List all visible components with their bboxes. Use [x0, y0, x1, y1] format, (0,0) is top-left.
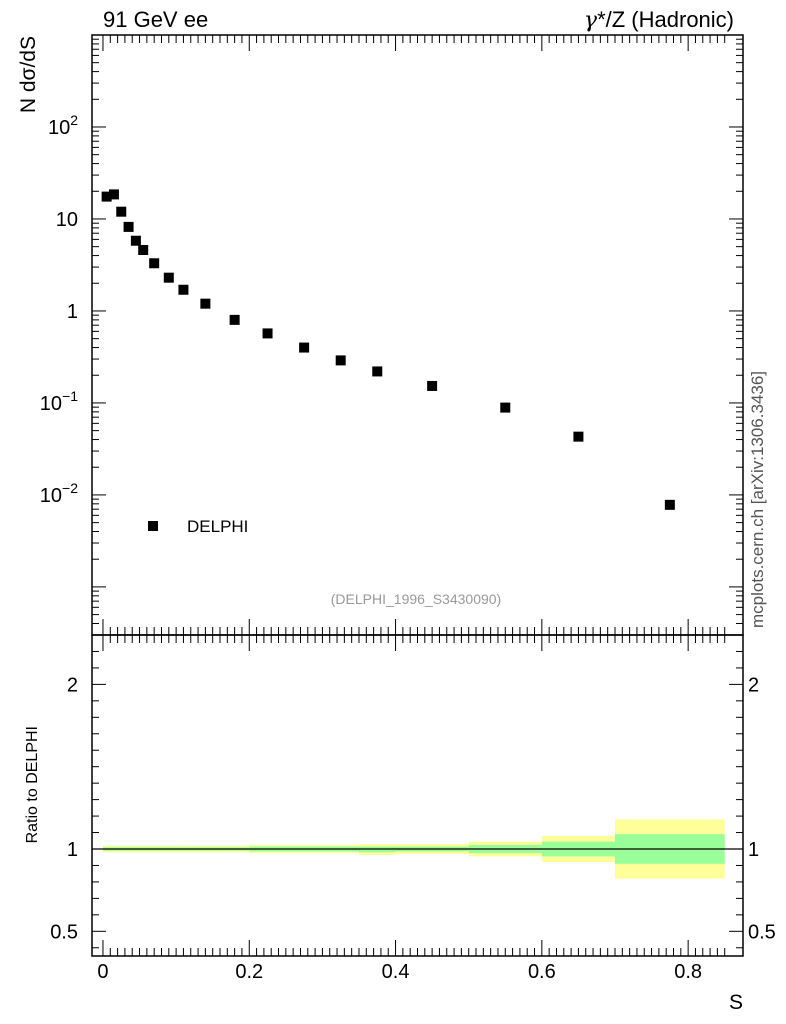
- data-point: [178, 284, 189, 295]
- data-point: [262, 328, 273, 339]
- legend-label: DELPHI: [187, 517, 248, 536]
- data-point: [335, 355, 346, 366]
- header-left: 91 GeV ee: [103, 7, 209, 32]
- data-point: [229, 314, 240, 325]
- x-tick-label: 0.4: [382, 961, 410, 983]
- data-point: [163, 272, 174, 283]
- ratio-tick-label-left: 2: [67, 674, 78, 696]
- data-point: [108, 189, 119, 200]
- x-tick-label: 0.8: [674, 961, 702, 983]
- data-point: [123, 221, 134, 232]
- ratio-tick-label-left: 1: [67, 839, 78, 861]
- ratio-tick-label-right: 2: [748, 674, 759, 696]
- y-tick-label: 10: [56, 209, 78, 231]
- header-right: γ*/Z (Hadronic): [584, 7, 734, 33]
- ratio-axis-label: Ratio to DELPHI: [24, 726, 41, 843]
- data-point: [130, 235, 141, 246]
- y-tick-label: 1: [67, 301, 78, 323]
- x-axis-label: S: [729, 991, 743, 1014]
- ratio-tick-label-right: 1: [748, 839, 759, 861]
- data-point: [200, 298, 211, 309]
- data-point: [116, 206, 127, 217]
- legend-marker: [148, 521, 158, 531]
- plot-annotation: (DELPHI_1996_S3430090): [331, 591, 501, 607]
- data-point: [664, 499, 675, 510]
- header-right-text: */Z (Hadronic): [597, 7, 734, 32]
- ratio-tick-label-right: 0.5: [748, 921, 776, 943]
- y-axis-label: N dσ/dS: [17, 36, 40, 113]
- main-plot-frame: [91, 34, 744, 636]
- x-tick-label: 0.2: [235, 961, 263, 983]
- ratio-plot-frame: [91, 634, 744, 957]
- y-tick-label: 10−2: [40, 480, 78, 507]
- data-point: [500, 402, 511, 413]
- y-tick-label: 102: [48, 112, 78, 139]
- data-point: [427, 380, 438, 391]
- x-tick-label: 0: [97, 961, 108, 983]
- x-tick-label: 0.6: [528, 961, 556, 983]
- data-point: [149, 258, 160, 269]
- header-right-gamma: γ: [583, 8, 598, 33]
- y-tick-label: 10−1: [40, 388, 78, 415]
- data-point: [299, 342, 310, 353]
- ratio-tick-label-left: 0.5: [50, 921, 78, 943]
- data-point: [372, 366, 383, 377]
- data-point: [573, 431, 584, 442]
- data-point: [101, 191, 112, 202]
- data-point: [138, 244, 149, 255]
- side-label: mcplots.cern.ch [arXiv:1306.3436]: [748, 370, 767, 628]
